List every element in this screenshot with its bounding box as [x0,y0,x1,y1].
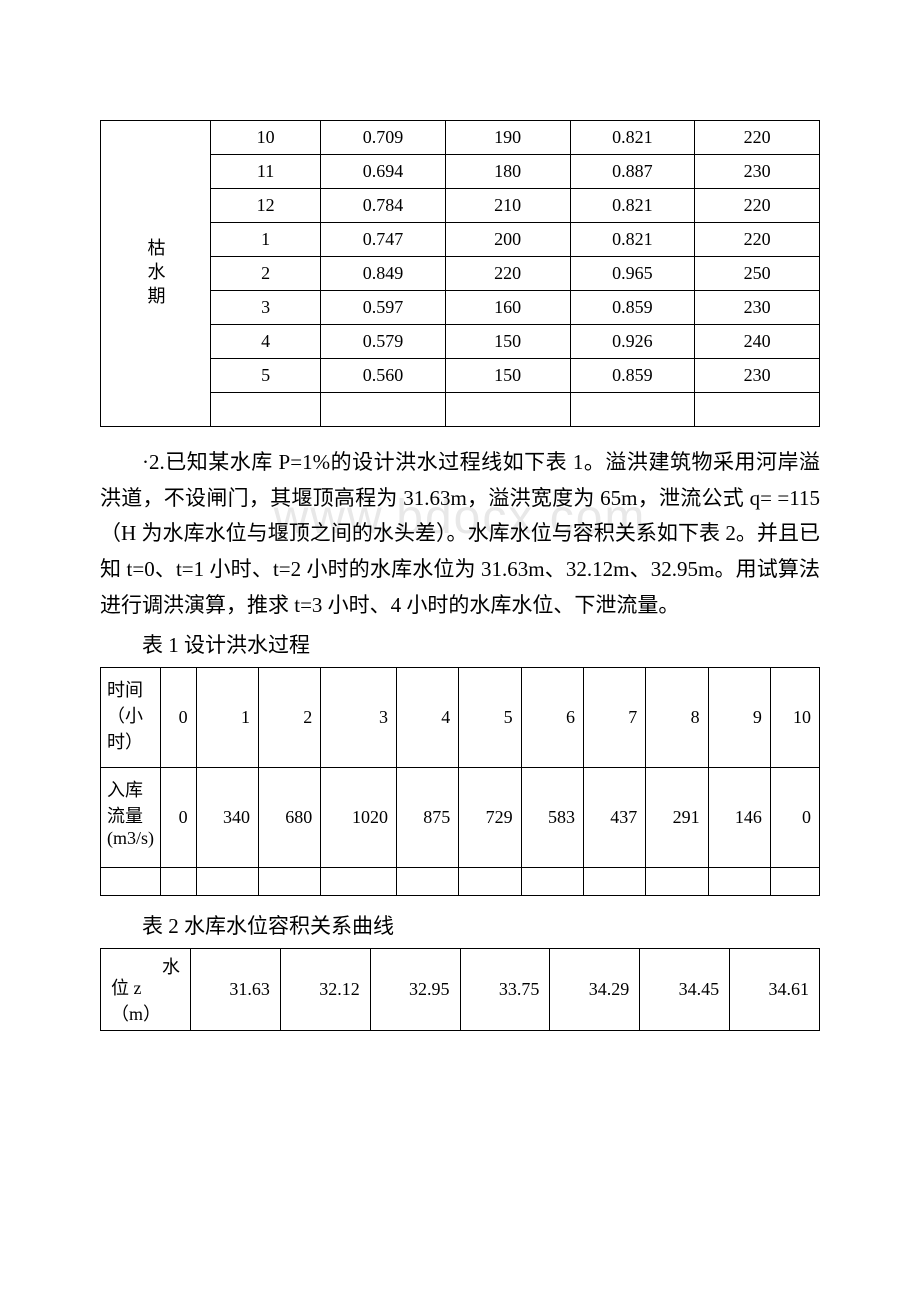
cell-time: 8 [646,668,708,768]
cell-val: 0.784 [321,189,446,223]
cell-time: 0 [161,668,197,768]
row-label-dry-season: 枯水期 [101,121,211,427]
cell-time: 2 [258,668,320,768]
cell-val: 150 [445,359,570,393]
table-row: 入库流量 (m3/s) 0 340 680 1020 875 729 583 4… [101,768,820,868]
table-row: 水 位 z（m） 31.63 32.12 32.95 33.75 34.29 3… [101,949,820,1031]
cell-level: 33.75 [460,949,550,1031]
cell-val: 220 [695,223,820,257]
cell-month: 5 [211,359,321,393]
cell-month: 3 [211,291,321,325]
cell-val: 0.709 [321,121,446,155]
cell-val: 220 [695,189,820,223]
label-part-a: 水 [162,953,180,979]
cell-level: 32.12 [280,949,370,1031]
cell-level: 34.61 [730,949,820,1031]
cell-val: 0.747 [321,223,446,257]
cell-val: 230 [695,359,820,393]
cell-val: 0.849 [321,257,446,291]
table-flood-process: 时间（小时） 0 1 2 3 4 5 6 7 8 9 10 入库流量 (m3/s… [100,667,820,896]
cell-level: 34.29 [550,949,640,1031]
cell-month: 10 [211,121,321,155]
cell-val: 190 [445,121,570,155]
cell-flow: 340 [196,768,258,868]
cell-val: 240 [695,325,820,359]
cell-flow: 680 [258,768,320,868]
cell-flow: 875 [396,768,458,868]
cell-val: 250 [695,257,820,291]
cell-time: 1 [196,668,258,768]
table-level-capacity: 水 位 z（m） 31.63 32.12 32.95 33.75 34.29 3… [100,948,820,1031]
table-dry-season: 枯水期 10 0.709 190 0.821 220 11 0.694 180 … [100,120,820,427]
cell-flow: 0 [770,768,819,868]
cell-time: 6 [521,668,583,768]
cell-flow: 437 [583,768,645,868]
cell-flow: 729 [459,768,521,868]
cell-month: 11 [211,155,321,189]
cell-val: 200 [445,223,570,257]
cell-month: 1 [211,223,321,257]
table-row: 枯水期 10 0.709 190 0.821 220 [101,121,820,155]
cell-val: 0.859 [570,359,695,393]
table-row: 时间（小时） 0 1 2 3 4 5 6 7 8 9 10 [101,668,820,768]
cell-time: 9 [708,668,770,768]
row-label-time: 时间（小时） [101,668,161,768]
cell-flow: 0 [161,768,197,868]
cell-flow: 583 [521,768,583,868]
cell-val: 0.887 [570,155,695,189]
cell-month: 12 [211,189,321,223]
cell-val: 150 [445,325,570,359]
cell-val: 0.821 [570,223,695,257]
cell-time: 10 [770,668,819,768]
cell-val: 0.694 [321,155,446,189]
cell-level: 31.63 [191,949,281,1031]
cell-level: 32.95 [370,949,460,1031]
cell-val: 0.560 [321,359,446,393]
cell-time: 4 [396,668,458,768]
table-row-empty [101,868,820,896]
cell-flow: 1020 [321,768,397,868]
table2-caption: 表 1 设计洪水过程 [100,629,820,659]
row-label-inflow: 入库流量 (m3/s) [101,768,161,868]
cell-month: 2 [211,257,321,291]
cell-val: 0.821 [570,189,695,223]
cell-val: 0.926 [570,325,695,359]
cell-val: 220 [445,257,570,291]
problem-paragraph: ·2.已知某水库 P=1%的设计洪水过程线如下表 1。溢洪建筑物采用河岸溢洪道，… [100,445,820,623]
cell-flow: 291 [646,768,708,868]
cell-time: 5 [459,668,521,768]
label-part-b: 位 z（m） [111,978,161,1024]
row-label-level: 水 位 z（m） [101,949,191,1031]
cell-time: 7 [583,668,645,768]
cell-val: 220 [695,121,820,155]
cell-val: 230 [695,291,820,325]
cell-val: 210 [445,189,570,223]
cell-val: 0.821 [570,121,695,155]
cell-level: 34.45 [640,949,730,1031]
cell-val: 160 [445,291,570,325]
cell-month: 4 [211,325,321,359]
cell-time: 3 [321,668,397,768]
table3-caption: 表 2 水库水位容积关系曲线 [100,910,820,940]
cell-val: 230 [695,155,820,189]
cell-val: 0.965 [570,257,695,291]
page-content: 枯水期 10 0.709 190 0.821 220 11 0.694 180 … [0,0,920,1091]
cell-val: 180 [445,155,570,189]
cell-flow: 146 [708,768,770,868]
cell-val: 0.579 [321,325,446,359]
cell-val: 0.859 [570,291,695,325]
cell-val: 0.597 [321,291,446,325]
